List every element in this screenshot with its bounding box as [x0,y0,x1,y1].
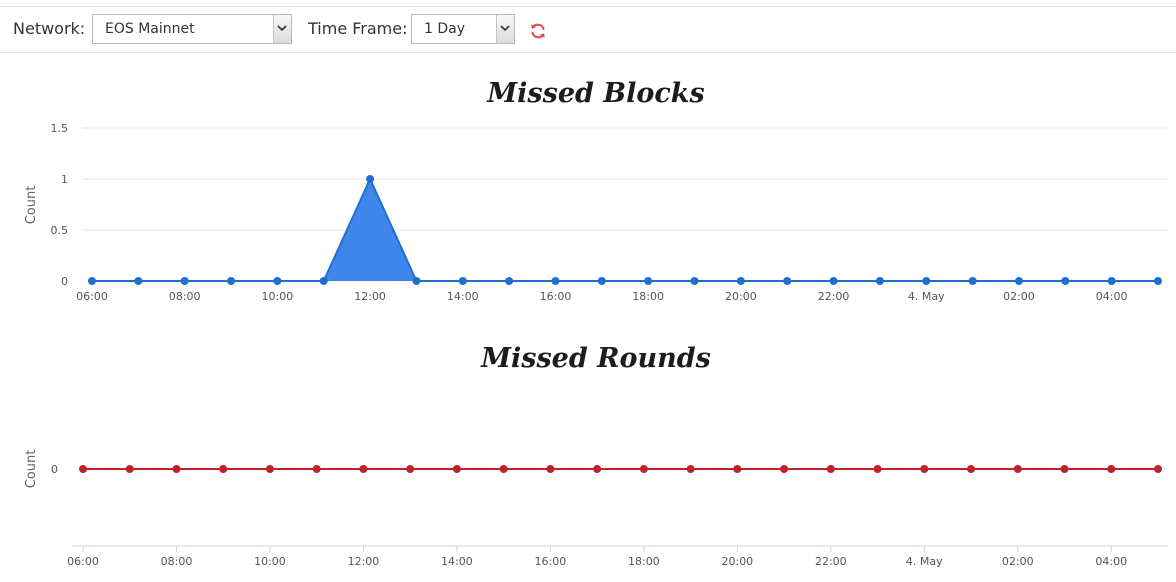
data-point[interactable] [690,277,699,285]
y-tick-label: 1 [61,173,68,186]
y-tick-label: 0.5 [51,224,69,237]
x-tick-label: 12:00 [348,555,380,568]
data-point[interactable] [406,465,415,473]
y-tick-label: 1.5 [51,122,69,135]
data-point[interactable] [736,277,745,285]
x-tick-label: 04:00 [1096,290,1128,303]
y-tick-label: 0 [61,275,68,288]
missed-blocks-chart: Missed Blocks Count 0 0.5 1 1.5 06:00 08:00 1… [24,78,1168,303]
data-point[interactable] [551,277,560,285]
data-point[interactable] [873,465,882,473]
chart-title: Missed Rounds [480,343,711,374]
series-line [92,176,1158,282]
x-tick-label: 20:00 [721,555,753,568]
data-point[interactable] [125,465,134,473]
data-point[interactable] [359,465,368,473]
filter-toolbar: Network: EOS Mainnet Time Frame: 1 Day [0,7,1176,53]
data-point[interactable] [597,277,606,285]
data-point[interactable] [644,277,653,285]
data-point[interactable] [920,465,929,473]
missed-rounds-chart: Missed Rounds Count 0 06:00 08:00 10:00 12:… [24,343,1168,568]
data-point[interactable] [593,465,602,473]
chart-title: Missed Blocks [486,78,704,109]
x-tick-label: 10:00 [254,555,286,568]
data-point[interactable] [1061,277,1070,285]
data-point[interactable] [780,465,789,473]
refresh-icon[interactable] [528,21,548,41]
data-point[interactable] [499,465,508,473]
x-tick-label: 04:00 [1095,555,1127,568]
data-point[interactable] [312,465,321,473]
data-point[interactable] [79,465,87,473]
x-tick-label: 18:00 [628,555,660,568]
x-tick-label: 06:00 [67,555,99,568]
chevron-down-icon[interactable] [273,15,291,43]
data-point[interactable] [505,277,514,285]
network-select[interactable]: EOS Mainnet [92,14,292,44]
x-tick-label: 22:00 [815,555,847,568]
data-point[interactable] [172,465,181,473]
data-point[interactable] [875,277,884,285]
chevron-down-icon[interactable] [496,15,514,43]
data-point[interactable] [783,277,792,285]
timeframe-label: Time Frame: [308,19,408,38]
data-point[interactable] [219,465,228,473]
data-point[interactable] [88,277,96,285]
data-point[interactable] [686,465,695,473]
data-point[interactable] [1013,465,1022,473]
data-point[interactable] [1107,465,1116,473]
x-tick-label: 12:00 [354,290,386,303]
data-point[interactable] [366,175,375,183]
data-point[interactable] [1060,465,1069,473]
x-tick-label: 4. May [908,290,945,303]
data-point[interactable] [134,277,143,285]
y-tick-label: 0 [51,463,58,476]
data-point[interactable] [733,465,742,473]
x-tick-label: 14:00 [447,290,479,303]
x-tick-label: 16:00 [535,555,567,568]
top-divider [0,6,1176,7]
timeframe-select[interactable]: 1 Day [411,14,515,44]
y-axis-title: Count [24,450,39,489]
data-point[interactable] [639,465,648,473]
x-tick-label: 02:00 [1002,555,1034,568]
x-tick-label: 16:00 [540,290,572,303]
data-point[interactable] [1014,277,1023,285]
x-tick-label: 08:00 [161,555,193,568]
x-tick-label: 08:00 [169,290,201,303]
data-point[interactable] [1154,277,1162,285]
x-tick-label: 18:00 [632,290,664,303]
data-point[interactable] [922,277,931,285]
x-tick-label: 06:00 [76,290,108,303]
data-point[interactable] [1154,465,1162,473]
network-label: Network: [13,19,86,38]
data-point[interactable] [227,277,236,285]
data-point[interactable] [829,277,838,285]
timeframe-select-value: 1 Day [424,21,466,37]
x-tick-label: 14:00 [441,555,473,568]
data-point[interactable] [180,277,189,285]
network-select-value: EOS Mainnet [105,21,195,37]
data-point[interactable] [265,465,274,473]
x-tick-label: 4. May [906,555,943,568]
data-point[interactable] [1107,277,1116,285]
data-point[interactable] [458,277,467,285]
x-tick-label: 10:00 [262,290,294,303]
data-point[interactable] [546,465,555,473]
data-point[interactable] [967,465,976,473]
data-point[interactable] [826,465,835,473]
data-point[interactable] [412,277,421,285]
data-point[interactable] [452,465,461,473]
data-point[interactable] [273,277,282,285]
y-axis-title: Count [24,186,39,225]
data-point[interactable] [319,277,328,285]
x-tick-label: 20:00 [725,290,757,303]
x-tick-label: 22:00 [818,290,850,303]
x-tick-label: 02:00 [1003,290,1035,303]
data-point[interactable] [968,277,977,285]
